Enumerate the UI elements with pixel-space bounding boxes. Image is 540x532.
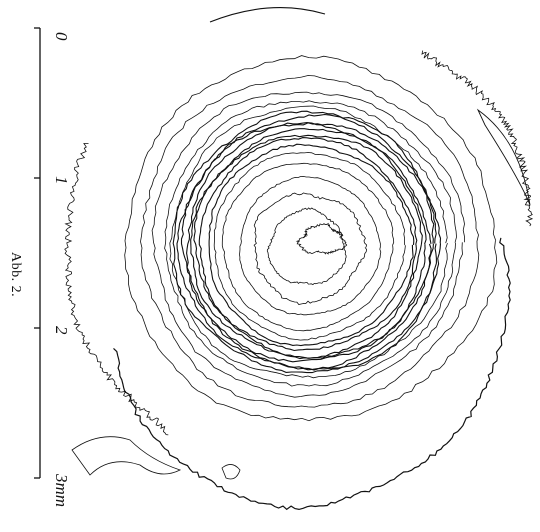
body: 0 1 2 3mm Abb. 2. (() => { const data = … xyxy=(0,0,540,532)
contour-line xyxy=(199,138,416,351)
contour-line xyxy=(72,437,180,475)
contour-line xyxy=(170,106,448,378)
page: {"caption": "Abb. 2.", "scale": {"labels… xyxy=(0,0,540,532)
contour-line xyxy=(210,8,325,22)
contour-line xyxy=(65,143,169,435)
scale-label: 3mm xyxy=(52,473,71,507)
contour-line xyxy=(182,123,434,370)
contour-line xyxy=(267,208,346,285)
contour-line xyxy=(240,176,381,314)
contour-line xyxy=(194,135,422,358)
contour-line xyxy=(254,193,367,305)
scale-label: 0 xyxy=(52,32,71,41)
contour-line xyxy=(165,101,457,386)
contour-line xyxy=(114,238,511,510)
caption: Abb. 2. xyxy=(8,252,23,297)
contour-line xyxy=(191,129,426,359)
contour-line xyxy=(187,123,432,362)
contour-line xyxy=(209,144,414,345)
scale-label: 1 xyxy=(52,176,71,185)
contour-line xyxy=(222,464,240,479)
contour-line xyxy=(222,163,393,330)
contour-line xyxy=(214,153,405,341)
figure: 0 1 2 3mm Abb. 2. xyxy=(0,0,540,532)
contour-line xyxy=(422,51,532,226)
contours xyxy=(65,8,532,510)
contour-line xyxy=(173,111,440,372)
scale-bar xyxy=(34,28,40,478)
scale-label: 2 xyxy=(52,326,71,335)
